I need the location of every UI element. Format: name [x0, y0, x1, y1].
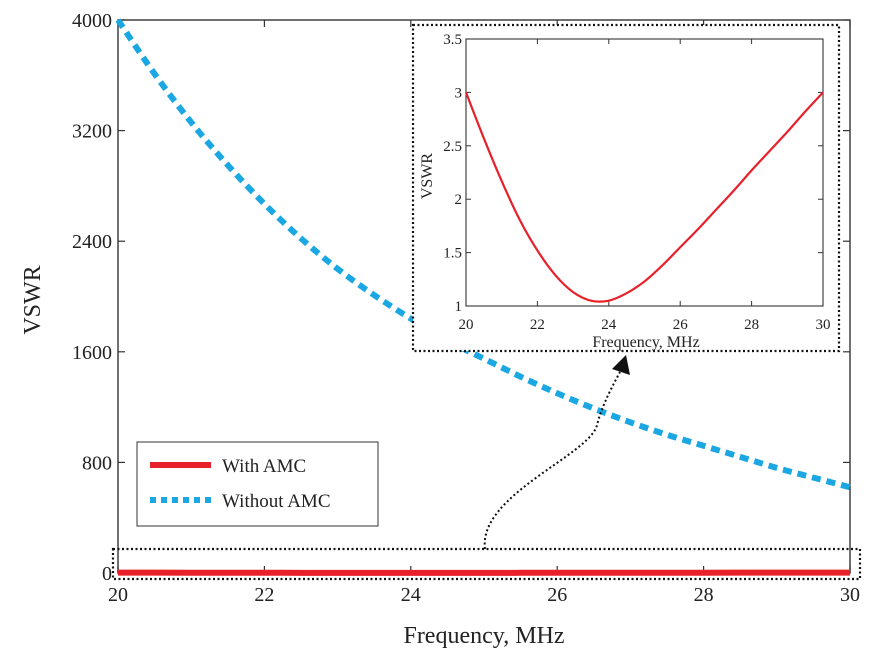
main-y-tick-label: 1600: [72, 342, 112, 364]
legend-label-without-amc: Without AMC: [222, 491, 331, 512]
main-y-axis-title: VSWR: [20, 265, 46, 334]
inset-y-tick-label: 2.5: [443, 139, 462, 155]
main-x-tick-label: 24: [401, 584, 421, 606]
main-x-tick-label: 26: [547, 584, 567, 606]
inset-x-tick-label: 20: [459, 317, 474, 333]
main-x-tick-label: 22: [254, 584, 274, 606]
inset-x-tick-label: 30: [816, 317, 831, 333]
main-y-tick-label: 3200: [72, 121, 112, 143]
main-x-tick-label: 28: [694, 584, 714, 606]
inset-outer-frame: [413, 25, 839, 351]
inset-y-tick-label: 1.5: [443, 246, 462, 262]
main-y-tick-label: 800: [82, 452, 112, 474]
inset-x-tick-label: 22: [530, 317, 545, 333]
inset-x-axis-title: Frequency, MHz: [592, 334, 699, 351]
inset-y-tick-label: 1: [455, 299, 463, 315]
main-y-tick-label: 2400: [72, 231, 112, 253]
main-x-tick-label: 20: [108, 584, 128, 606]
legend-label-with-amc: With AMC: [222, 456, 306, 477]
inset-y-tick-label: 3: [455, 85, 463, 101]
inset-x-tick-label: 24: [601, 317, 617, 333]
legend-box: [137, 442, 378, 526]
inset-y-tick-label: 2: [455, 192, 463, 208]
inset-x-tick-label: 28: [744, 317, 759, 333]
legend: With AMC Without AMC: [137, 442, 378, 526]
main-x-tick-label: 30: [840, 584, 860, 606]
main-x-axis-title: Frequency, MHz: [403, 623, 564, 649]
inset-y-axis-title: VSWR: [419, 153, 436, 200]
inset-x-tick-label: 26: [673, 317, 689, 333]
main-y-tick-label: 0: [102, 563, 112, 585]
main-y-tick-label: 4000: [72, 10, 112, 32]
inset-y-tick-label: 3.5: [443, 32, 462, 48]
